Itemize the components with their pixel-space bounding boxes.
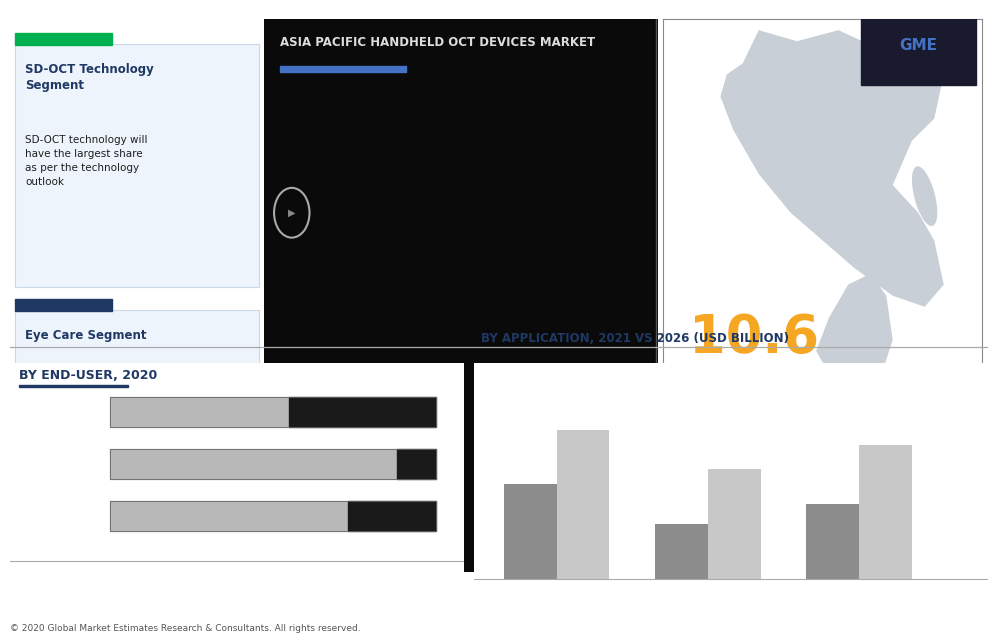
Polygon shape	[817, 273, 892, 384]
Text: © 2020 Global Market Estimates Research & Consultants. All rights reserved.: © 2020 Global Market Estimates Research …	[10, 624, 361, 633]
Bar	[503, 484, 556, 579]
Bar	[15, 299, 112, 311]
Bar	[110, 449, 437, 480]
Bar	[858, 445, 911, 579]
Text: BY APPLICATION, 2021 VS 2026 (USD BILLION): BY APPLICATION, 2021 VS 2026 (USD BILLIO…	[482, 332, 790, 345]
Bar	[556, 430, 609, 579]
Bar	[15, 33, 112, 45]
Bar	[397, 449, 437, 480]
Bar	[110, 397, 289, 427]
Text: ▶: ▶	[288, 208, 295, 218]
Bar	[348, 501, 437, 531]
Polygon shape	[721, 30, 944, 307]
Bar	[289, 397, 437, 427]
FancyBboxPatch shape	[15, 44, 259, 287]
Bar	[482, 357, 647, 361]
Text: BY END-USER, 2020: BY END-USER, 2020	[19, 369, 158, 382]
Bar	[110, 397, 437, 427]
Ellipse shape	[912, 166, 937, 226]
Text: 10.6: 10.6	[689, 312, 819, 364]
Bar	[280, 66, 406, 72]
Text: CAGR (2021-2026): CAGR (2021-2026)	[689, 456, 826, 469]
Text: SD-OCT technology will
have the largest share
as per the technology
outlook: SD-OCT technology will have the largest …	[25, 135, 148, 187]
Text: Highest: Highest	[689, 409, 747, 422]
Bar	[110, 449, 397, 480]
Text: Eye Care Segment: Eye Care Segment	[25, 329, 147, 342]
Text: GME: GME	[899, 38, 937, 53]
Text: SD-OCT Technology
Segment: SD-OCT Technology Segment	[25, 64, 154, 92]
Text: ▶: ▶	[288, 385, 295, 395]
FancyBboxPatch shape	[15, 310, 259, 558]
Text: ASIA PACIFIC HANDHELD OCT DEVICES MARKET: ASIA PACIFIC HANDHELD OCT DEVICES MARKET	[280, 36, 595, 49]
Text: Eye care segment will be
growing the fastest in the
market as per the
applicatio: Eye care segment will be growing the fas…	[25, 387, 160, 439]
Bar	[110, 501, 348, 531]
Bar	[708, 469, 761, 579]
Bar	[655, 524, 708, 579]
Bar	[19, 385, 128, 387]
Bar	[806, 504, 858, 579]
Bar	[110, 501, 437, 531]
Bar	[860, 19, 976, 85]
Ellipse shape	[904, 374, 919, 417]
